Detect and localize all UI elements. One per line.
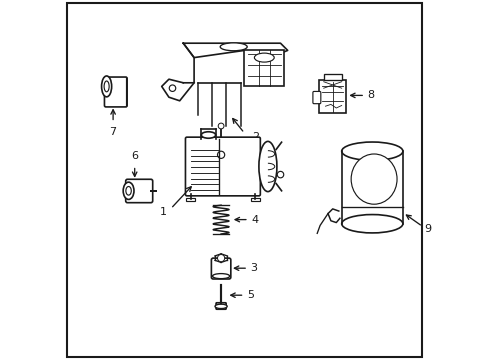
Text: 6: 6 xyxy=(131,151,138,161)
Circle shape xyxy=(217,255,224,262)
FancyBboxPatch shape xyxy=(312,91,320,104)
Circle shape xyxy=(217,151,224,158)
Text: 9: 9 xyxy=(424,224,431,234)
FancyBboxPatch shape xyxy=(211,258,230,279)
FancyBboxPatch shape xyxy=(318,80,346,113)
Ellipse shape xyxy=(341,215,402,233)
Ellipse shape xyxy=(220,43,247,51)
FancyBboxPatch shape xyxy=(125,179,152,203)
Text: 7: 7 xyxy=(109,127,117,137)
FancyBboxPatch shape xyxy=(216,303,225,309)
Ellipse shape xyxy=(201,132,215,138)
Text: 3: 3 xyxy=(250,263,257,273)
FancyBboxPatch shape xyxy=(250,198,259,201)
Text: 5: 5 xyxy=(246,290,253,300)
Ellipse shape xyxy=(102,76,111,97)
Text: 2: 2 xyxy=(251,132,258,142)
Circle shape xyxy=(277,171,283,178)
Ellipse shape xyxy=(350,154,396,204)
Text: 1: 1 xyxy=(160,207,167,217)
FancyBboxPatch shape xyxy=(323,74,341,80)
Ellipse shape xyxy=(123,182,134,199)
Text: 4: 4 xyxy=(251,215,258,225)
Ellipse shape xyxy=(258,141,276,192)
FancyBboxPatch shape xyxy=(185,137,260,196)
Circle shape xyxy=(218,123,224,129)
FancyBboxPatch shape xyxy=(244,50,284,86)
Ellipse shape xyxy=(125,186,131,195)
Circle shape xyxy=(169,85,175,91)
Ellipse shape xyxy=(254,53,274,62)
Text: 8: 8 xyxy=(367,90,374,100)
FancyBboxPatch shape xyxy=(186,198,194,201)
Ellipse shape xyxy=(341,142,402,161)
Ellipse shape xyxy=(104,81,109,92)
Ellipse shape xyxy=(215,304,227,309)
FancyBboxPatch shape xyxy=(104,77,127,107)
Ellipse shape xyxy=(212,274,229,279)
